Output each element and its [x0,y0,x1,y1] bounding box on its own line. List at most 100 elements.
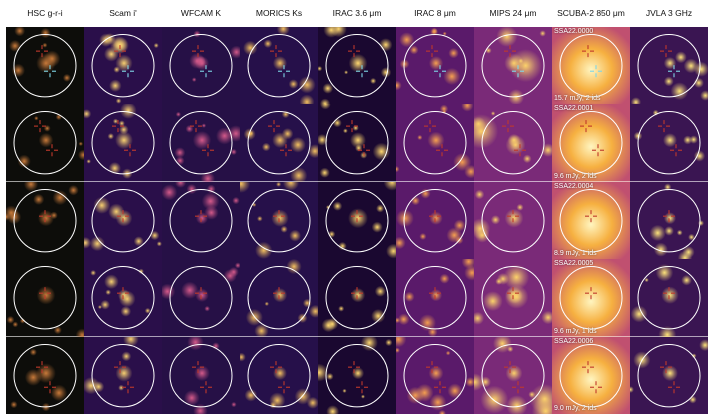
cutout-irac8-row-2 [396,181,474,260]
cutout-scuba2-row-1: SSA22.0001 9.6 mJy, 2 ids [552,104,630,182]
cutout-image [240,336,318,414]
cutout-jvla-row-4 [630,336,708,414]
cutout-scam-row-0 [84,27,162,105]
source-flux-label: 15.7 mJy, 2 ids [554,95,601,103]
column-label-mips24: MIPS 24 μm [489,8,537,18]
column-label-irac36: IRAC 3.6 μm [332,8,382,18]
cutout-wfcam-row-0 [162,27,240,105]
cutout-image [396,336,474,414]
cutout-mips24-row-4 [474,336,552,414]
cutout-image [630,259,708,337]
cutout-morics-row-3 [240,259,318,337]
cutout-image [474,336,552,414]
cutout-image [552,27,630,105]
cutout-image [474,181,552,260]
cutout-scam-row-2 [84,181,162,260]
cutout-image [84,259,162,337]
cutout-image [162,27,240,105]
cutout-image [474,104,552,182]
column-label-morics: MORICS Ks [255,8,303,18]
cutout-scam-row-1 [84,104,162,182]
cutout-morics-row-1 [240,104,318,182]
cutout-image [240,27,318,105]
cutout-image [552,259,630,337]
cutout-image [474,259,552,337]
cutout-image [240,104,318,182]
cutout-image [6,181,84,260]
cutout-scam-row-4 [84,336,162,414]
cutout-irac36-row-0 [318,27,396,105]
cutout-image [162,336,240,414]
cutout-image [84,336,162,414]
cutout-mips24-row-1 [474,104,552,182]
cutout-image [318,104,396,182]
cutout-irac8-row-3 [396,259,474,337]
cutout-image [396,181,474,260]
column-label-scuba2: SCUBA-2 850 μm [557,8,625,18]
source-id-label: SSA22.0005 [554,260,594,268]
cutout-image [6,27,84,105]
cutout-irac8-row-4 [396,336,474,414]
cutout-image [318,181,396,260]
cutout-morics-row-0 [240,27,318,105]
cutout-image [552,336,630,414]
cutout-image [396,27,474,105]
cutout-mips24-row-3 [474,259,552,337]
cutout-hsc-row-3 [6,259,84,337]
cutout-image [630,104,708,182]
column-label-scam: Scam i' [109,8,137,18]
cutout-image [6,336,84,414]
source-id-label: SSA22.0000 [554,28,594,35]
source-flux-label: 9.6 mJy, 1 ids [554,327,597,335]
cutout-image [630,181,708,260]
cutout-jvla-row-1 [630,104,708,182]
column-header-row: HSC g-r-i Scam i' WFCAM K MORICS Ks IRAC… [0,0,714,28]
cutout-image [240,181,318,260]
cutout-image [84,181,162,260]
cutout-image [162,259,240,337]
cutout-irac36-row-1 [318,104,396,182]
column-label-jvla: JVLA 3 GHz [645,8,693,18]
cutout-wfcam-row-1 [162,104,240,182]
cutout-image [474,27,552,105]
cutout-image [552,181,630,260]
cutout-mips24-row-2 [474,181,552,260]
cutout-irac36-row-4 [318,336,396,414]
cutout-jvla-row-3 [630,259,708,337]
cutout-irac36-row-3 [318,259,396,337]
cutout-image [84,104,162,182]
source-flux-label: 9.6 mJy, 2 ids [554,172,597,180]
column-label-irac8: IRAC 8 μm [414,8,456,18]
source-id-label: SSA22.0001 [554,105,594,113]
cutout-image [630,336,708,414]
cutout-image [630,27,708,105]
cutout-scuba2-row-2: SSA22.0004 8.9 mJy, 1 ids [552,181,630,260]
cutout-scuba2-row-0: SSA22.0000 15.7 mJy, 2 ids [552,27,630,105]
cutout-image [318,259,396,337]
source-flux-label: 8.9 mJy, 1 ids [554,250,597,258]
source-flux-label: 9.0 mJy, 2 ids [554,404,597,412]
cutout-scuba2-row-3: SSA22.0005 9.6 mJy, 1 ids [552,259,630,337]
cutout-image [6,259,84,337]
source-id-label: SSA22.0006 [554,337,594,345]
cutout-hsc-row-1 [6,104,84,182]
cutout-hsc-row-2 [6,181,84,260]
source-id-label: SSA22.0004 [554,182,594,190]
cutout-hsc-row-0 [6,27,84,105]
cutout-wfcam-row-4 [162,336,240,414]
cutout-irac8-row-0 [396,27,474,105]
cutout-irac36-row-2 [318,181,396,260]
cutout-jvla-row-0 [630,27,708,105]
cutout-wfcam-row-3 [162,259,240,337]
cutout-irac8-row-1 [396,104,474,182]
cutout-jvla-row-2 [630,181,708,260]
cutout-morics-row-2 [240,181,318,260]
cutout-scuba2-row-4: SSA22.0006 9.0 mJy, 2 ids [552,336,630,414]
cutout-image [162,181,240,260]
cutout-morics-row-4 [240,336,318,414]
cutout-image [318,336,396,414]
cutout-image [162,104,240,182]
cutout-image [552,104,630,182]
cutout-image [318,27,396,105]
cutout-image [396,104,474,182]
